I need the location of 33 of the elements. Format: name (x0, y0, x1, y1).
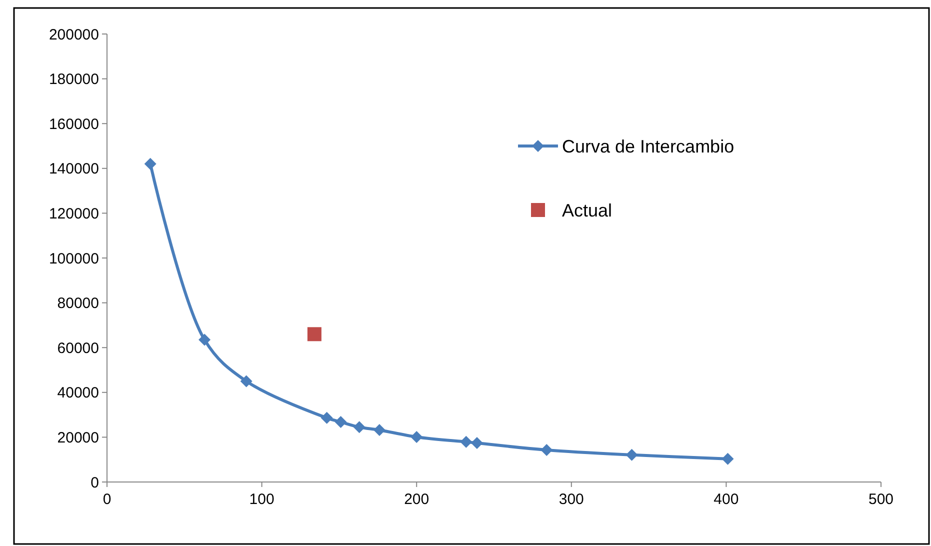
point (334, 416, 347, 428)
y-tick-label: 100000 (48, 250, 99, 268)
y-tick-label: 20000 (57, 429, 99, 446)
x-tick-label: 300 (558, 491, 584, 508)
point (353, 421, 366, 434)
point (460, 436, 472, 448)
x-tick-label: 100 (249, 491, 274, 508)
point (144, 158, 156, 170)
y-tick-label: 160000 (48, 116, 99, 133)
x-tick-label: 200 (404, 491, 430, 508)
point (320, 412, 333, 424)
y-tick-label: 60000 (57, 340, 99, 357)
x-tick-label: 400 (714, 491, 739, 508)
y-tick-label: 140000 (48, 160, 99, 178)
point (198, 334, 211, 346)
y-tick-label: 80000 (57, 295, 99, 312)
point (307, 327, 322, 342)
y-tick-label: 120000 (48, 205, 99, 222)
point (722, 452, 734, 465)
point (410, 430, 423, 443)
y-tick-label: 40000 (57, 384, 99, 402)
y-tick-label: 0 (90, 474, 99, 492)
x-tick-label: 500 (868, 491, 894, 508)
point (373, 424, 386, 436)
y-tick-label: 180000 (48, 71, 99, 88)
legend-label: Curva de Intercambio (562, 136, 734, 156)
point (240, 375, 252, 388)
point (470, 437, 483, 450)
point (540, 444, 553, 456)
point (626, 448, 638, 461)
x-tick-label: 0 (102, 491, 112, 508)
legend-label: Actual (562, 200, 612, 220)
y-tick-label: 200000 (48, 26, 99, 44)
